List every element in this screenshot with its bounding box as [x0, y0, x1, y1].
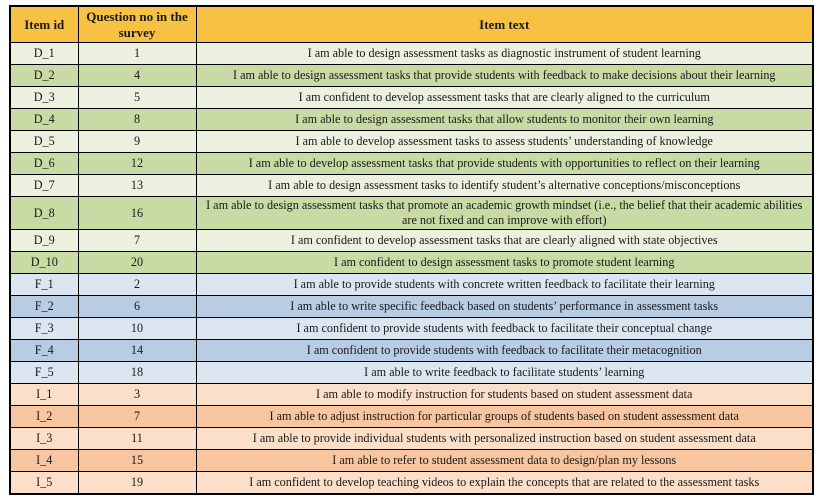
item-id-cell: D_10	[9, 251, 79, 274]
table-row: I_1 3 I am able to modify instruction fo…	[9, 383, 814, 406]
item-id-cell: F_2	[9, 295, 79, 318]
item-id-cell: F_3	[9, 317, 79, 340]
question-no-cell: 9	[77, 130, 197, 153]
survey-items-table: Item id Question no in the survey Item t…	[9, 5, 814, 495]
item-text-cell: I am able to design assessment tasks to …	[195, 174, 814, 197]
table-row: D_4 8 I am able to design assessment tas…	[9, 108, 814, 131]
item-id-cell: D_5	[9, 130, 79, 153]
item-text-cell: I am able to develop assessment tasks th…	[195, 152, 814, 175]
item-text-cell: I am confident to develop teaching video…	[195, 471, 814, 495]
table-row: I_4 15 I am able to refer to student ass…	[9, 449, 814, 472]
item-text-cell: I am confident to provide students with …	[195, 317, 814, 340]
item-id-cell: I_4	[9, 449, 79, 472]
question-no-cell: 1	[77, 42, 197, 65]
item-id-cell: I_1	[9, 383, 79, 406]
item-text-cell: I am able to design assessment tasks tha…	[195, 196, 814, 230]
item-text-cell: I am confident to provide students with …	[195, 339, 814, 362]
header-cell-item-id: Item id	[9, 5, 79, 43]
item-id-cell: D_7	[9, 174, 79, 197]
item-id-cell: D_8	[9, 196, 79, 230]
survey-table: Item id Question no in the survey Item t…	[9, 5, 814, 495]
question-no-cell: 6	[77, 295, 197, 318]
table-row: D_9 7 I am confident to develop assessme…	[9, 229, 814, 252]
table-row: D_1 1 I am able to design assessment tas…	[9, 42, 814, 65]
table-row: F_1 2 I am able to provide students with…	[9, 273, 814, 296]
question-no-cell: 7	[77, 229, 197, 252]
question-no-cell: 12	[77, 152, 197, 175]
item-text-cell: I am able to develop assessment tasks to…	[195, 130, 814, 153]
question-no-cell: 8	[77, 108, 197, 131]
item-id-cell: D_3	[9, 86, 79, 109]
table-row: D_8 16 I am able to design assessment ta…	[9, 196, 814, 230]
header-cell-question-no: Question no in the survey	[77, 5, 197, 43]
item-text-cell: I am able to design assessment tasks as …	[195, 42, 814, 65]
question-no-cell: 18	[77, 361, 197, 384]
item-id-cell: F_4	[9, 339, 79, 362]
item-id-cell: D_6	[9, 152, 79, 175]
question-no-cell: 7	[77, 405, 197, 428]
item-id-cell: I_3	[9, 427, 79, 450]
item-id-cell: D_9	[9, 229, 79, 252]
question-no-cell: 10	[77, 317, 197, 340]
table-header-row: Item id Question no in the survey Item t…	[9, 5, 814, 43]
table-row: F_4 14 I am confident to provide student…	[9, 339, 814, 362]
header-cell-item-text: Item text	[195, 5, 814, 43]
question-no-cell: 2	[77, 273, 197, 296]
item-text-cell: I am able to adjust instruction for part…	[195, 405, 814, 428]
question-no-cell: 5	[77, 86, 197, 109]
question-no-cell: 20	[77, 251, 197, 274]
question-no-cell: 11	[77, 427, 197, 450]
question-no-cell: 14	[77, 339, 197, 362]
table-row: F_3 10 I am confident to provide student…	[9, 317, 814, 340]
item-text-cell: I am confident to design assessment task…	[195, 251, 814, 274]
item-id-cell: D_2	[9, 64, 79, 87]
question-no-cell: 15	[77, 449, 197, 472]
item-text-cell: I am confident to develop assessment tas…	[195, 229, 814, 252]
item-id-cell: D_1	[9, 42, 79, 65]
question-no-cell: 13	[77, 174, 197, 197]
item-text-cell: I am able to provide individual students…	[195, 427, 814, 450]
table-row: D_2 4 I am able to design assessment tas…	[9, 64, 814, 87]
item-id-cell: I_5	[9, 471, 79, 495]
item-id-cell: F_1	[9, 273, 79, 296]
item-text-cell: I am able to design assessment tasks tha…	[195, 64, 814, 87]
item-text-cell: I am able to write feedback to facilitat…	[195, 361, 814, 384]
table-row: I_5 19 I am confident to develop teachin…	[9, 471, 814, 495]
table-row: I_2 7 I am able to adjust instruction fo…	[9, 405, 814, 428]
item-text-cell: I am able to modify instruction for stud…	[195, 383, 814, 406]
table-row: D_10 20 I am confident to design assessm…	[9, 251, 814, 274]
item-text-cell: I am able to refer to student assessment…	[195, 449, 814, 472]
table-row: D_7 13 I am able to design assessment ta…	[9, 174, 814, 197]
table-row: F_5 18 I am able to write feedback to fa…	[9, 361, 814, 384]
item-id-cell: I_2	[9, 405, 79, 428]
item-id-cell: F_5	[9, 361, 79, 384]
table-row: I_3 11 I am able to provide individual s…	[9, 427, 814, 450]
table-row: F_2 6 I am able to write specific feedba…	[9, 295, 814, 318]
question-no-cell: 3	[77, 383, 197, 406]
item-id-cell: D_4	[9, 108, 79, 131]
table-row: D_3 5 I am confident to develop assessme…	[9, 86, 814, 109]
question-no-cell: 4	[77, 64, 197, 87]
table-row: D_5 9 I am able to develop assessment ta…	[9, 130, 814, 153]
question-no-cell: 19	[77, 471, 197, 495]
item-text-cell: I am confident to develop assessment tas…	[195, 86, 814, 109]
item-text-cell: I am able to write specific feedback bas…	[195, 295, 814, 318]
item-text-cell: I am able to design assessment tasks tha…	[195, 108, 814, 131]
question-no-cell: 16	[77, 196, 197, 230]
item-text-cell: I am able to provide students with concr…	[195, 273, 814, 296]
table-row: D_6 12 I am able to develop assessment t…	[9, 152, 814, 175]
